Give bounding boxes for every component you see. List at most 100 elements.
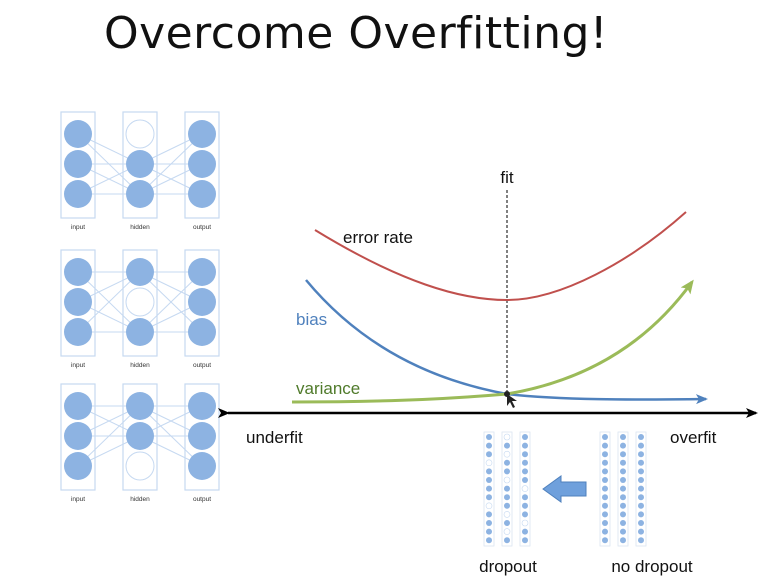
neuron-dot	[486, 434, 492, 440]
neuron-dot	[522, 459, 528, 466]
neuron-dot	[504, 485, 510, 492]
neuron-node	[188, 120, 216, 148]
neuron-dot	[620, 459, 626, 466]
neuron-dot	[620, 502, 626, 509]
no-dropout-label: no dropout	[611, 557, 693, 576]
dropped-neuron-dot	[503, 433, 511, 441]
variance-label: variance	[296, 379, 360, 398]
neuron-dot	[638, 434, 644, 440]
neuron-dot	[522, 528, 528, 535]
neuron-dot	[486, 528, 492, 535]
neuron-node	[126, 422, 154, 450]
layer-label: hidden	[130, 362, 150, 369]
neuron-dot	[638, 511, 644, 518]
connection	[139, 133, 203, 195]
layer-label: input	[71, 362, 85, 369]
slide-title: Overcome Overfitting!	[103, 8, 609, 59]
bias-curve	[305, 279, 708, 405]
neuron-dot	[620, 434, 626, 440]
layer-label: input	[71, 224, 85, 231]
neuron-dot	[486, 511, 492, 518]
neuron-dot	[620, 485, 626, 492]
neuron-dot	[638, 468, 644, 475]
neuron-dot	[522, 494, 528, 501]
layer-label: output	[193, 362, 211, 369]
neuron-dot	[638, 451, 644, 458]
neuron-dot	[504, 442, 510, 449]
neuron-dot	[602, 494, 608, 501]
dropped-neuron-node	[125, 287, 155, 317]
neuron-dot	[638, 528, 644, 535]
neuron-dot	[486, 485, 492, 492]
neuron-dot	[522, 502, 528, 509]
connection	[77, 271, 141, 333]
neuron-dot	[522, 434, 528, 440]
neuron-dot	[602, 451, 608, 458]
neuron-node	[188, 180, 216, 208]
neuron-dot	[602, 468, 608, 475]
dropped-neuron-dot	[521, 519, 529, 527]
bias-label: bias	[296, 310, 327, 329]
neuron-dot	[602, 442, 608, 449]
neuron-dot	[486, 477, 492, 483]
neuron-dot	[504, 459, 510, 466]
neuron-dot	[522, 477, 528, 483]
neuron-dot	[486, 442, 492, 449]
neuron-dot	[522, 468, 528, 475]
neuron-dot	[504, 468, 510, 475]
neuron-dot	[620, 477, 626, 483]
neuron-dot	[638, 442, 644, 449]
neuron-dot	[602, 434, 608, 440]
neuron-node	[126, 392, 154, 420]
fit-label: fit	[500, 168, 514, 187]
dropped-neuron-dot	[503, 511, 511, 518]
neuron-dot	[602, 485, 608, 492]
neuron-dot	[486, 468, 492, 475]
neuron-dot	[504, 520, 510, 526]
error-rate-label: error rate	[343, 228, 413, 247]
neuron-dot	[602, 459, 608, 466]
neuron-node	[188, 150, 216, 178]
error-rate-curve	[314, 211, 687, 302]
neuron-node	[64, 288, 92, 316]
neuron-columns	[483, 431, 531, 547]
neuron-dot	[522, 451, 528, 458]
neuron-dot	[620, 494, 626, 501]
neuron-dot	[486, 520, 492, 526]
neuron-dot	[602, 537, 608, 544]
network-diagram: input hidden output	[60, 249, 220, 369]
layer-label: output	[193, 224, 211, 231]
neuron-node	[126, 180, 154, 208]
neuron-dot	[486, 451, 492, 458]
neuron-dot	[620, 511, 626, 518]
neuron-dot	[602, 502, 608, 509]
neuron-dot	[638, 485, 644, 492]
cursor-icon	[504, 391, 517, 408]
dropped-neuron-dot	[521, 485, 529, 492]
left-arrow-icon	[542, 475, 587, 503]
neuron-node	[188, 392, 216, 420]
layer-label: hidden	[130, 224, 150, 231]
neuron-node	[126, 318, 154, 346]
neuron-dot	[638, 459, 644, 466]
network-diagram: input hidden output	[60, 111, 220, 231]
neuron-node	[126, 258, 154, 286]
neuron-node	[188, 318, 216, 346]
neuron-node	[188, 288, 216, 316]
neuron-dot	[620, 528, 626, 535]
dropout-illustration	[483, 431, 647, 547]
dropped-neuron-dot	[485, 502, 493, 510]
underfit-label: underfit	[246, 428, 303, 447]
layer-label: hidden	[130, 496, 150, 503]
neuron-dot	[602, 511, 608, 518]
neuron-node	[64, 452, 92, 480]
neuron-dot	[620, 468, 626, 475]
neuron-columns	[599, 431, 647, 547]
dropped-neuron-dot	[503, 476, 511, 484]
neuron-dot	[638, 502, 644, 509]
neuron-dot	[522, 442, 528, 449]
dropped-neuron-dot	[503, 450, 511, 458]
neuron-dot	[638, 537, 644, 544]
